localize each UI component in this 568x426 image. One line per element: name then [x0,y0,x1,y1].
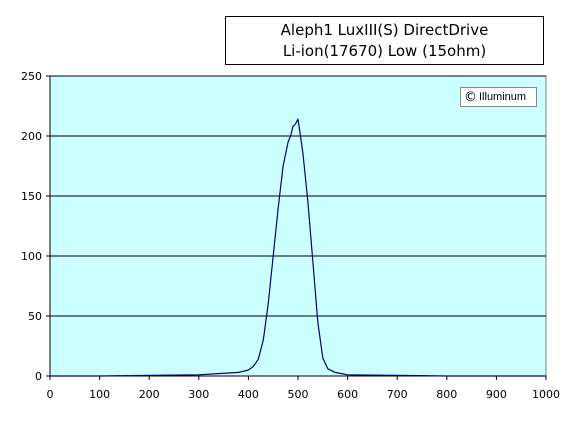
x-tick-label: 500 [288,388,309,401]
chart-title-box: Aleph1 LuxIII(S) DirectDrive Li-ion(1767… [225,16,544,65]
gridlines [50,75,546,317]
y-tick-label: 150 [21,190,42,203]
plot-area [49,75,547,377]
series-layer [50,118,546,377]
y-tick-label: 100 [21,250,42,263]
x-tick-label: 100 [89,388,110,401]
y-tick-label: 200 [21,130,42,143]
tick-labels: 0 50 100 150 200 250 0 100 200 300 400 500 600 700 800… [21,70,560,401]
x-tick-label: 0 [47,388,54,401]
x-tick-label: 700 [387,388,408,401]
copyright-icon: © [464,89,477,105]
y-tick-label: 0 [35,370,42,383]
x-tick-label: 600 [337,388,358,401]
x-tick-label: 900 [486,388,507,401]
x-tick-label: 300 [188,388,209,401]
chart-title-line-2: Li-ion(17670) Low (15ohm) [282,41,487,60]
x-tick-label: 200 [139,388,160,401]
x-tick-label: 800 [436,388,457,401]
y-tick-label: 250 [21,70,42,83]
watermark-text: Illuminum [479,91,527,103]
x-tick-label: 400 [238,388,259,401]
chart-title-line-1: Aleph1 LuxIII(S) DirectDrive [280,20,489,39]
x-tick-label: 1000 [532,388,560,401]
copyright-watermark: © Illuminum [460,87,537,107]
y-tick-label: 50 [28,310,42,323]
series-line [50,118,546,377]
